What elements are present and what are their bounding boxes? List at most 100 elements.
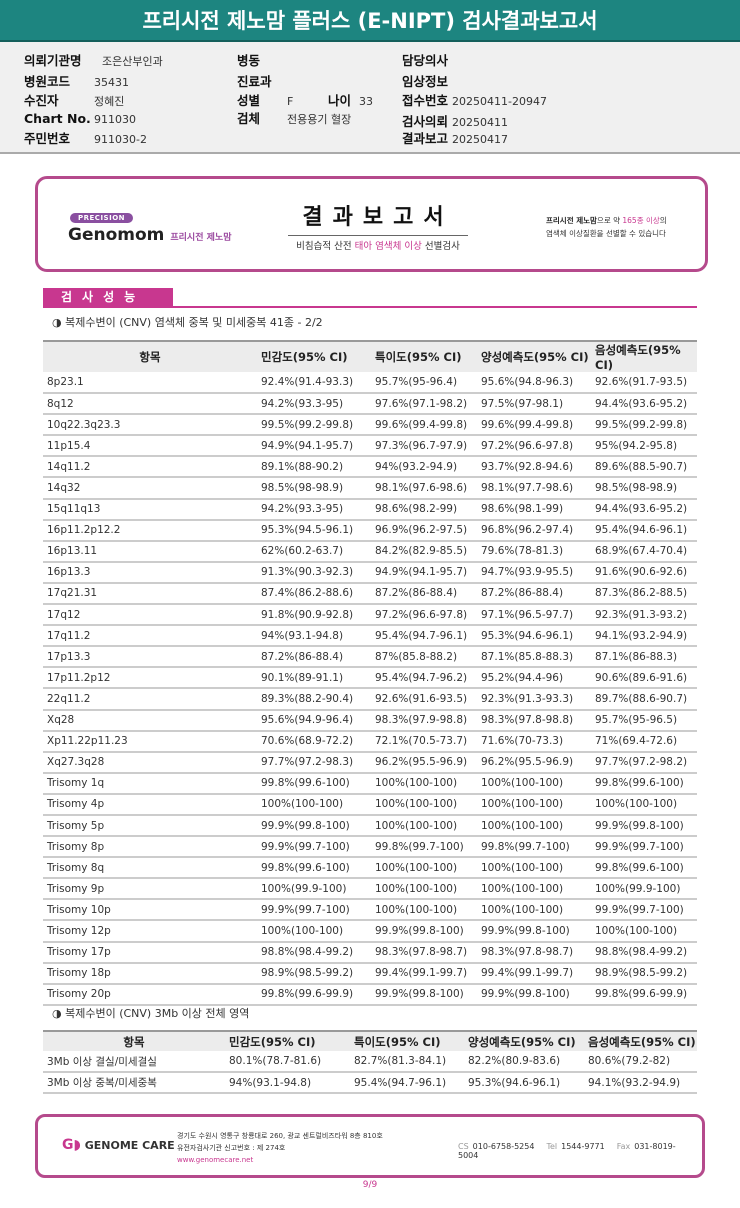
table-row: 3Mb 이상 중복/미세중복 94%(93.1-94.8) 95.4%(94.7-9… — [43, 1072, 697, 1095]
item-name: Trisomy 8p — [43, 836, 257, 859]
website-link[interactable]: www.genomecare.net — [177, 1156, 254, 1164]
metric-cell: 99.6%(99.4-99.8) — [477, 414, 591, 437]
metric-cell: 99.9%(99.7-100) — [257, 899, 371, 922]
metric-cell: 89.1%(88-90.2) — [257, 456, 371, 479]
metric-cell: 100%(100-100) — [371, 814, 477, 838]
item-name: Xp11.22p11.23 — [43, 730, 257, 753]
metric-cell: 94.4%(93.6-95.2) — [591, 498, 697, 521]
metric-cell: 99.9%(99.8-100) — [371, 983, 477, 1006]
item-name: 11p15.4 — [43, 435, 257, 458]
column-header: 음성예측도(95% CI) — [591, 340, 697, 372]
label: 주민번호 — [24, 131, 71, 146]
value: F — [287, 95, 294, 108]
metric-cell: 99.5%(99.2-99.8) — [257, 414, 371, 437]
metric-cell: 87.4%(86.2-88.6) — [257, 582, 371, 606]
metric-cell: 72.1%(70.5-73.7) — [371, 730, 477, 753]
chart-field: Chart No. 911030 — [24, 111, 136, 126]
metric-cell: 89.7%(88.6-90.7) — [591, 688, 697, 711]
metric-cell: 96.2%(95.5-96.9) — [477, 751, 591, 774]
item-name: Xq28 — [43, 709, 257, 732]
metric-cell: 71%(69.4-72.6) — [591, 730, 697, 753]
item-name: Trisomy 5p — [43, 814, 257, 838]
label: 검체 — [237, 111, 261, 126]
table-row: 10q22.3q23.3 99.5%(99.2-99.8) 99.6%(99.4-9… — [43, 414, 697, 437]
table1-subtitle: ◑ 복제수변이 (CNV) 염색체 중복 및 미세중복 41종 - 2/2 — [52, 316, 323, 329]
table-row: 16p13.11 62%(60.2-63.7) 84.2%(82.9-85.5) 79… — [43, 540, 697, 563]
metric-cell: 98.3%(97.8-98.7) — [477, 941, 591, 964]
license: 유전자검사기관 신고번호 : 제 274호 — [177, 1144, 286, 1152]
metric-cell: 70.6%(68.9-72.2) — [257, 730, 371, 753]
patient-info-panel: 의뢰기관명 조은산부인과 병원코드 35431 수진자 정혜진 Chart No. 91… — [0, 42, 740, 154]
metric-cell: 99.6%(99.4-99.8) — [371, 414, 477, 437]
value: 911030 — [94, 113, 136, 126]
metric-cell: 99.9%(99.8-100) — [477, 983, 591, 1006]
brand-name: Genomom — [68, 225, 165, 245]
metric-cell: 94%(93.2-94.9) — [371, 456, 477, 479]
metric-cell: 99.8%(99.6-99.9) — [591, 983, 697, 1006]
value: 조은산부인과 — [102, 55, 163, 68]
label: 결과보고 — [402, 131, 449, 146]
metric-cell: 100%(100-100) — [371, 857, 477, 880]
section-tab: 검사성능 — [43, 288, 173, 307]
metric-cell: 92.6%(91.7-93.5) — [591, 372, 697, 395]
report-date-field: 결과보고 20250417 — [402, 128, 508, 147]
value: 정혜진 — [94, 95, 125, 108]
metric-cell: 94.9%(94.1-95.7) — [371, 561, 477, 584]
metric-cell: 96.2%(95.5-96.9) — [371, 751, 477, 774]
id-field: 주민번호 911030-2 — [24, 128, 147, 147]
table-row: Trisomy 20p 99.8%(99.6-99.9) 99.9%(99.8-10… — [43, 983, 697, 1006]
metric-cell: 99.8%(99.6-100) — [257, 857, 371, 880]
value: 전용용기 혈장 — [287, 113, 352, 126]
metric-cell: 98.3%(97.8-98.7) — [371, 941, 477, 964]
precision-badge: PRECISION — [70, 213, 133, 223]
metric-cell: 96.8%(96.2-97.4) — [477, 519, 591, 542]
note-line2: 염색체 이상질환을 선별할 수 있습니다 — [546, 229, 666, 238]
column-header: 항목 — [43, 340, 257, 372]
metric-cell: 100%(100-100) — [371, 878, 477, 901]
metric-cell: 95.6%(94.9-96.4) — [257, 709, 371, 732]
metric-cell: 95.4%(94.6-96.1) — [591, 519, 697, 542]
label: 의뢰기관명 — [24, 53, 82, 68]
metric-cell: 100%(99.9-100) — [257, 878, 371, 901]
item-name: 16p11.2p12.2 — [43, 519, 257, 542]
brand-kr: 프리시전 제노맘 — [170, 233, 232, 243]
metric-cell: 89.3%(88.2-90.4) — [257, 688, 371, 711]
report-title: 결과보고서 — [288, 199, 468, 236]
metric-cell: 99.8%(99.7-100) — [477, 836, 591, 859]
item-name: Trisomy 8q — [43, 857, 257, 880]
metric-cell: 87.2%(86-88.4) — [257, 646, 371, 669]
footer-address: 경기도 수원시 영통구 창룡대로 260, 광교 센트럴비즈타워 8층 810호… — [177, 1130, 383, 1166]
metric-cell: 98.3%(97.8-98.8) — [477, 709, 591, 732]
receipt-field: 접수번호 20250411-20947 — [402, 90, 547, 109]
metric-cell: 92.6%(91.6-93.5) — [371, 688, 477, 711]
column-header: 민감도(95% CI) — [225, 1030, 350, 1051]
metric-cell: 100%(100-100) — [371, 772, 477, 795]
metric-cell: 97.7%(97.2-98.2) — [591, 751, 697, 774]
metric-cell: 98.8%(98.4-99.2) — [591, 941, 697, 964]
request-field: 검사의뢰 20250411 — [402, 111, 508, 130]
metric-cell: 99.9%(99.7-100) — [257, 836, 371, 859]
column-header: 특이도(95% CI) — [371, 340, 477, 372]
metric-cell: 95.3%(94.6-96.1) — [477, 625, 591, 648]
metric-cell: 99.4%(99.1-99.7) — [477, 962, 591, 985]
metric-cell: 99.5%(99.2-99.8) — [591, 414, 697, 437]
metric-cell: 95.2%(94.4-96) — [477, 667, 591, 690]
column-header: 양성예측도(95% CI) — [464, 1030, 584, 1051]
metric-cell: 82.7%(81.3-84.1) — [350, 1051, 464, 1074]
metric-cell: 97.2%(96.6-97.8) — [371, 604, 477, 627]
subtitle-post: 선별검사 — [421, 241, 460, 252]
metric-cell: 97.1%(96.5-97.7) — [477, 604, 591, 627]
fax-label: Fax — [616, 1142, 631, 1151]
table-row: 15q11q13 94.2%(93.3-95) 98.6%(98.2-99) 98.6… — [43, 498, 697, 521]
item-name: Xq27.3q28 — [43, 751, 257, 774]
metric-cell: 95.4%(94.7-96.1) — [350, 1072, 464, 1095]
dept-field: 진료과 — [237, 71, 272, 90]
metric-cell: 91.8%(90.9-92.8) — [257, 604, 371, 627]
label: 병동 — [237, 53, 261, 68]
footer-contact: CS 010-6758-5254 Tel 1544-9771 Fax 031-8019-5… — [458, 1142, 702, 1160]
item-name: 3Mb 이상 중복/미세중복 — [43, 1072, 225, 1095]
column-header: 양성예측도(95% CI) — [477, 340, 591, 372]
metric-cell: 94.4%(93.6-95.2) — [591, 393, 697, 416]
note-bold: 프리시전 제노맘 — [546, 216, 597, 225]
item-name: 15q11q13 — [43, 498, 257, 521]
